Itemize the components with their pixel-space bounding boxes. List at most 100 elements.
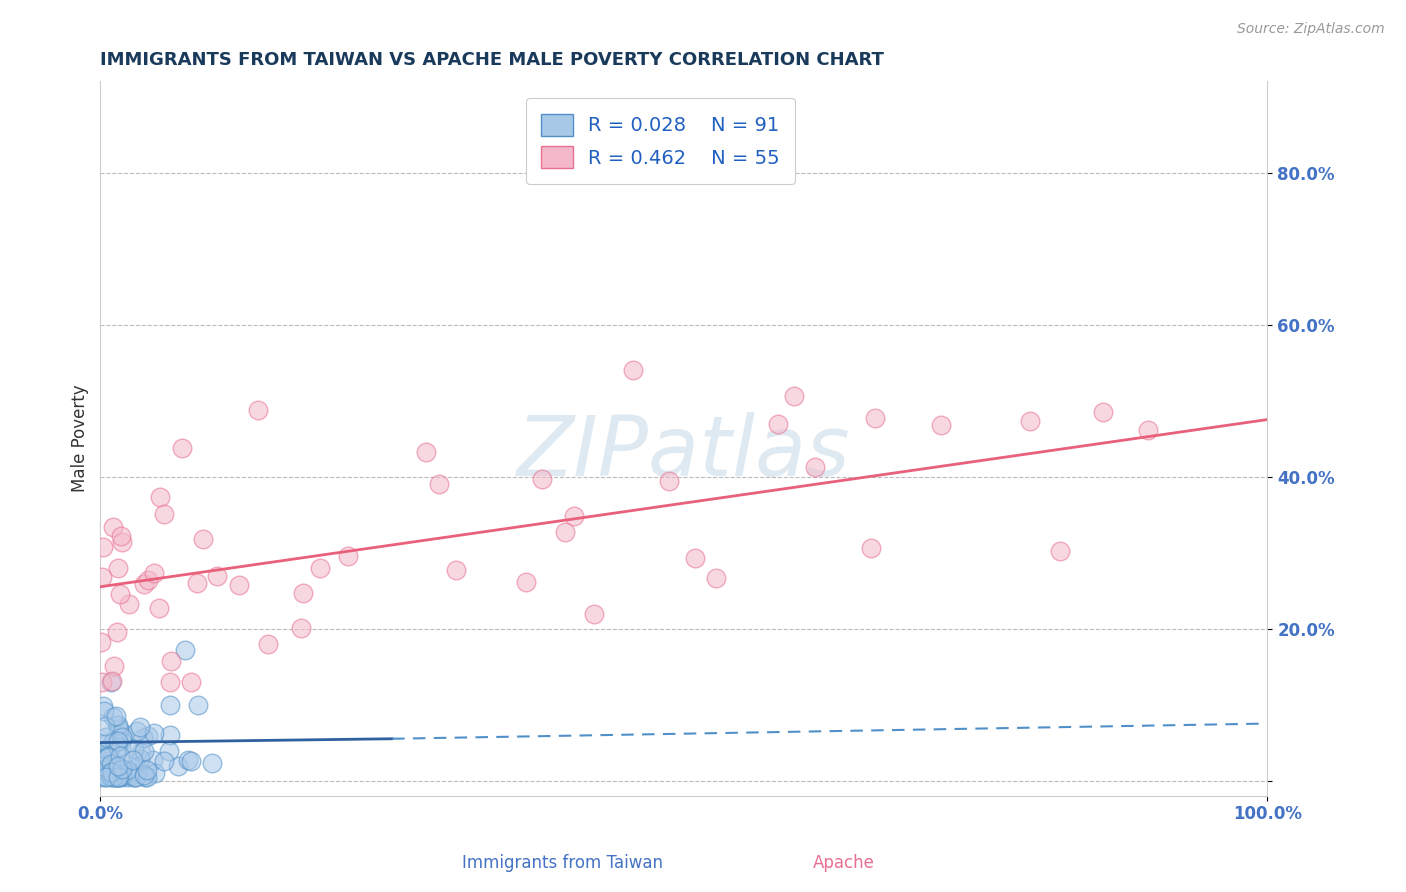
Point [174, 643, 197, 657]
Point [104, 769, 127, 783]
Point [101, 710, 124, 724]
Point [415, 445, 437, 459]
Point [100, 764, 122, 779]
Point [621, 363, 644, 377]
Point [515, 574, 537, 589]
Point [96, 730, 118, 744]
Point [135, 770, 157, 784]
Point [290, 621, 312, 635]
Point [136, 573, 159, 587]
Point [205, 568, 228, 582]
Point [98, 745, 121, 759]
Point [89, 770, 111, 784]
Point [115, 763, 138, 777]
Point [93, 719, 115, 733]
Point [159, 675, 181, 690]
Point [121, 770, 143, 784]
Point [246, 403, 269, 417]
Point [337, 549, 360, 564]
Point [117, 598, 139, 612]
Point [142, 753, 165, 767]
Point [96, 751, 118, 765]
Point [159, 728, 181, 742]
Point [177, 753, 200, 767]
Point [134, 576, 156, 591]
Point [104, 709, 127, 723]
Point [583, 607, 606, 622]
Point [100, 675, 122, 690]
Point [91, 749, 114, 764]
Point [111, 762, 134, 776]
Point [149, 490, 172, 504]
Point [118, 764, 141, 779]
Point [100, 770, 122, 784]
Point [1019, 414, 1042, 428]
Point [105, 624, 128, 639]
Point [105, 718, 128, 732]
Point [153, 754, 176, 768]
Point [530, 472, 553, 486]
Legend: R = 0.028    N = 91, R = 0.462    N = 55: R = 0.028 N = 91, R = 0.462 N = 55 [526, 98, 796, 184]
Point [91, 675, 114, 690]
Point [100, 757, 122, 772]
Point [111, 766, 134, 780]
Point [91, 540, 114, 554]
Point [186, 575, 208, 590]
Point [145, 766, 167, 780]
Point [134, 770, 156, 784]
Point [143, 726, 166, 740]
Point [103, 758, 125, 772]
Point [108, 722, 131, 736]
Point [257, 637, 280, 651]
Point [103, 770, 125, 784]
Point [114, 765, 136, 780]
Point [201, 756, 224, 771]
Point [107, 770, 129, 784]
Point [1049, 544, 1071, 558]
Point [562, 508, 585, 523]
Point [98, 739, 121, 753]
Text: Apache: Apache [813, 855, 875, 872]
Text: Immigrants from Taiwan: Immigrants from Taiwan [463, 855, 662, 872]
Y-axis label: Male Poverty: Male Poverty [72, 384, 89, 492]
Point [187, 698, 209, 713]
Point [111, 535, 134, 549]
Point [128, 720, 150, 734]
Point [291, 586, 314, 600]
Point [128, 752, 150, 766]
Point [309, 561, 332, 575]
Point [127, 764, 149, 779]
Point [159, 698, 181, 712]
Point [107, 766, 129, 780]
Point [105, 770, 128, 784]
Point [191, 532, 214, 546]
Point [94, 770, 117, 784]
Point [101, 520, 124, 534]
Point [104, 770, 127, 784]
Point [96, 735, 118, 749]
Point [1136, 423, 1159, 437]
Point [93, 704, 115, 718]
Point [167, 759, 190, 773]
Point [122, 762, 145, 776]
Point [803, 460, 825, 475]
Point [170, 442, 193, 456]
Point [91, 699, 114, 714]
Point [115, 770, 138, 784]
Point [1091, 404, 1114, 418]
Point [110, 739, 132, 754]
Point [122, 753, 145, 767]
Point [122, 741, 145, 756]
Point [101, 674, 124, 689]
Point [860, 541, 883, 555]
Point [110, 528, 132, 542]
Point [444, 563, 467, 577]
Point [105, 769, 128, 783]
Point [101, 765, 124, 780]
Point [132, 744, 155, 758]
Point [863, 411, 886, 425]
Point [121, 768, 143, 782]
Point [125, 770, 148, 784]
Point [111, 769, 134, 783]
Point [107, 718, 129, 732]
